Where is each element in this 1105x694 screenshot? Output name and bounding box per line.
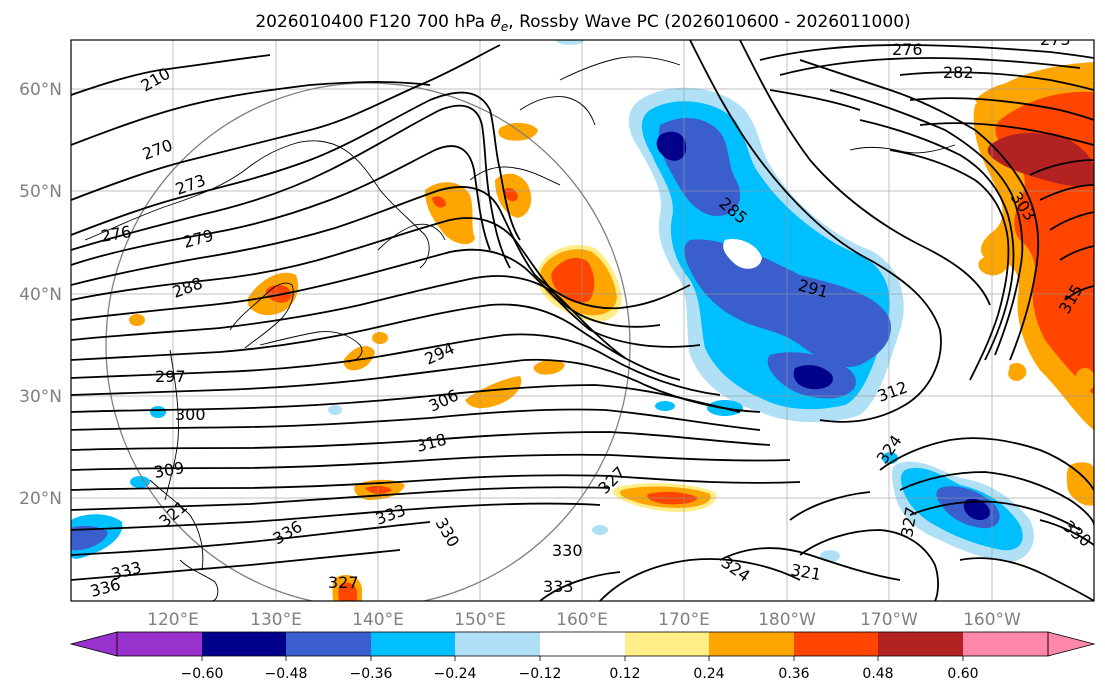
gridlines	[71, 40, 1094, 601]
contour-label-282: 282	[943, 63, 974, 82]
colorbar-bin-4	[371, 632, 455, 656]
lat-label-40n: 40°N	[19, 285, 62, 305]
colorbar-tick-5: −0.12	[519, 666, 562, 682]
lon-label-130e: 130°E	[250, 610, 302, 630]
colorbar-bin-5	[455, 632, 540, 656]
colorbar-frame	[116, 631, 1049, 657]
positive-blob-3	[498, 122, 538, 141]
colorbar-bin-10	[878, 632, 963, 656]
colorbar-tick-8: 0.36	[778, 666, 809, 682]
negative-anomaly-hole	[723, 239, 762, 269]
positive-blob-13	[129, 314, 145, 326]
map-title: 2026010400 F120 700 hPa θe, Rossby Wave …	[255, 12, 910, 34]
title-prefix: 2026010400 F120 700 hPa	[255, 12, 490, 32]
title-theta: θ	[491, 12, 502, 32]
longitude-labels: 120°E 130°E 140°E 150°E 160°E 170°E 180°…	[147, 610, 1021, 630]
negative-blob-3	[655, 401, 675, 411]
positive-anomaly-midlat-inner	[551, 257, 595, 303]
colorbar-tick-7: 0.24	[693, 666, 724, 682]
colorbar-bin-7	[625, 632, 709, 656]
positive-blob-1-inner	[432, 196, 446, 208]
contour-label-327c: 327	[328, 573, 359, 592]
coastlines	[84, 56, 956, 601]
contour-label-297: 297	[155, 367, 186, 386]
negative-blob-5	[328, 405, 342, 415]
lat-label-30n: 30°N	[19, 387, 62, 407]
latitude-labels: 60°N 50°N 40°N 30°N 20°N	[19, 80, 62, 509]
lon-label-150e: 150°E	[454, 610, 506, 630]
colorbar-tick-1: −0.60	[181, 666, 224, 682]
negative-blob-2	[130, 476, 150, 488]
negative-anomaly-sw-inner	[71, 525, 108, 551]
lat-label-50n: 50°N	[19, 182, 62, 202]
contour-label-273b: 273	[1040, 30, 1071, 49]
colorbar-tick-6: 0.12	[609, 666, 640, 682]
negative-blob-6	[592, 525, 608, 535]
positive-blob-14	[372, 332, 388, 344]
title-suffix: , Rossby Wave PC (2026010600 - 202601100…	[508, 12, 910, 32]
lon-label-120e: 120°E	[147, 610, 199, 630]
lon-label-170e: 170°E	[658, 610, 710, 630]
negative-blob-9	[556, 40, 584, 45]
colorbar-bin-2	[202, 632, 286, 656]
positive-blob-15	[1075, 368, 1094, 392]
negative-anomaly-se-core	[963, 498, 990, 520]
colorbar: −0.60 −0.48 −0.36 −0.24 −0.12 0.12 0.24 …	[69, 631, 1096, 682]
anomaly-shading	[71, 40, 1094, 601]
colorbar-bin-8	[709, 632, 794, 656]
colorbar-bin-3	[286, 632, 371, 656]
lon-label-160e: 160°E	[556, 610, 608, 630]
positive-blob-10	[1066, 462, 1094, 506]
theta-e-contours	[71, 40, 1094, 601]
colorbar-bin-1	[117, 632, 202, 656]
colorbar-tick-3: −0.36	[350, 666, 393, 682]
negative-blob-1	[150, 406, 166, 418]
colorbar-tick-2: −0.48	[265, 666, 308, 682]
lon-label-160w: 160°W	[963, 610, 1021, 630]
colorbar-tick-marks	[201, 656, 964, 661]
reference-circle	[105, 82, 631, 601]
contour-label-333b: 333	[543, 577, 574, 596]
colorbar-bin-6	[540, 632, 625, 656]
colorbar-tick-10: 0.60	[947, 666, 978, 682]
negative-anomaly-inner-2	[684, 239, 891, 368]
map-frame	[70, 39, 1095, 602]
contour-label-330b: 330	[552, 541, 583, 560]
lon-label-170w: 170°W	[860, 610, 918, 630]
colorbar-bin-11	[963, 632, 1048, 656]
contour-label-300: 300	[175, 405, 206, 424]
positive-blob-9-inner	[338, 582, 357, 601]
negative-anomaly-core	[656, 131, 687, 161]
colorbar-bin-9	[794, 632, 878, 656]
positive-blob-5	[533, 359, 565, 375]
colorbar-extend-low	[69, 631, 118, 657]
lon-label-140e: 140°E	[352, 610, 404, 630]
positive-anomaly-ne-inner	[987, 133, 1094, 187]
positive-blob-11	[978, 255, 1008, 276]
colorbar-tick-4: −0.24	[434, 666, 477, 682]
positive-anomaly-ne-peach	[975, 81, 1034, 109]
title-theta-sub: e	[501, 20, 508, 34]
lat-label-20n: 20°N	[19, 489, 62, 509]
colorbar-extend-high	[1047, 631, 1096, 657]
positive-blob-6	[343, 346, 375, 371]
map-panel: 210 270 273 276 279 276 273 282 285 288 …	[70, 30, 1095, 602]
positive-blob-4	[465, 376, 522, 409]
contour-label-276b: 276	[892, 40, 923, 59]
negative-blob-7	[820, 550, 840, 562]
colorbar-tick-9: 0.48	[862, 666, 893, 682]
positive-blob-12	[1008, 363, 1027, 381]
colorbar-tick-labels: −0.60 −0.48 −0.36 −0.24 −0.12 0.12 0.24 …	[181, 666, 979, 682]
lat-label-60n: 60°N	[19, 80, 62, 100]
lon-label-180w: 180°W	[758, 610, 816, 630]
negative-anomaly-core-2	[793, 365, 833, 390]
